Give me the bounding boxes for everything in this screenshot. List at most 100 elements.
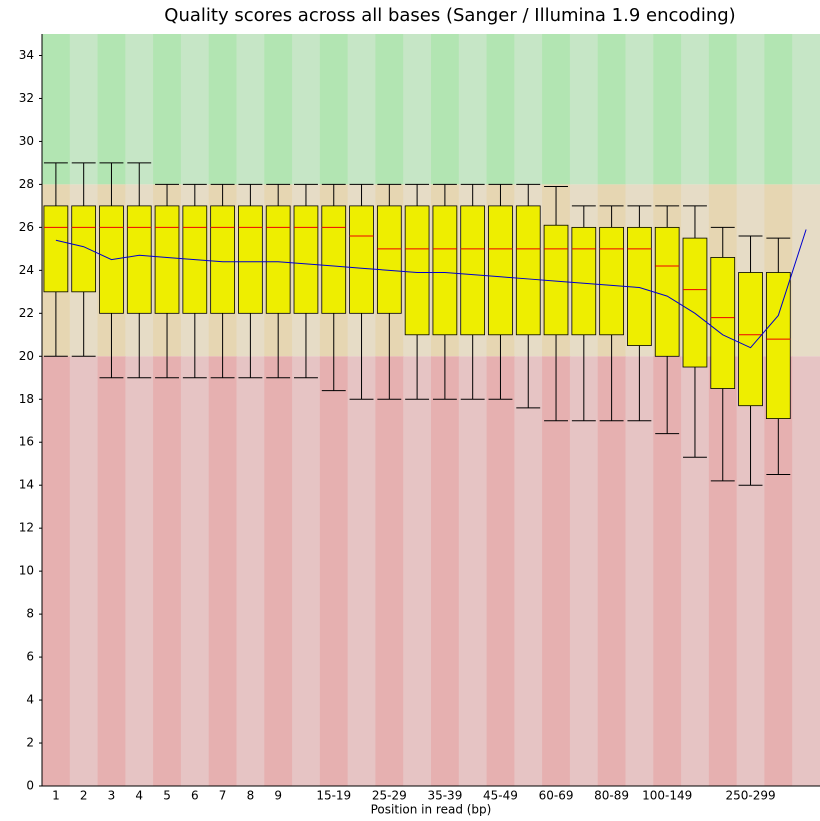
y-tick-label: 20 [19,349,34,363]
quality-zone [542,34,571,185]
y-tick-label: 16 [19,435,34,449]
box [460,205,486,336]
quality-zone [69,356,99,786]
y-tick-label: 6 [26,650,34,664]
quality-zone [236,34,265,185]
x-tick-label: 15-19 [316,789,351,803]
quality-zone [375,34,404,185]
x-tick-label: 2 [80,789,88,803]
quality-zone [208,356,237,786]
quality-zone [180,356,210,786]
x-tick-label: 1 [52,789,60,803]
quality-zone [764,34,793,185]
box [488,205,513,336]
quality-zone [792,34,820,185]
box [321,205,347,314]
quality-zone [125,34,154,185]
box [710,257,736,389]
box [571,226,597,336]
x-tick-label: 25-29 [372,789,407,803]
quality-zone [597,356,626,786]
box [238,205,263,314]
quality-zone [264,356,293,786]
y-tick-label: 18 [19,392,34,406]
box [210,205,235,314]
quality-zone [708,34,738,185]
mean-line [55,229,807,349]
background [42,34,820,786]
quality-zone [486,34,515,185]
quality-zone [292,34,321,185]
quality-zone [69,34,99,185]
x-tick-label: 250-299 [725,789,775,803]
box [126,205,152,314]
quality-zone [319,356,349,786]
y-tick-label: 14 [19,478,34,492]
quality-zone [431,34,460,185]
box [71,205,97,293]
x-tick-label: 7 [219,789,227,803]
box [432,205,458,336]
quality-zone [625,356,654,786]
quality-zone [514,356,543,786]
box [404,205,430,336]
box [376,205,402,314]
quality-zone [180,34,210,185]
quality-zone [625,34,654,185]
chart-title: Quality scores across all bases (Sanger … [164,5,735,26]
quality-zone [792,356,820,786]
y-tick-label: 10 [19,564,34,578]
quality-zone [208,34,237,185]
box [682,237,708,368]
x-tick-label: 6 [191,789,199,803]
y-tick-label: 4 [26,693,34,707]
quality-zone [375,356,404,786]
x-tick-label: 100-149 [642,789,692,803]
quality-zone [653,34,682,185]
quality-zone [153,34,182,185]
box [738,272,763,407]
quality-zone [542,356,571,786]
quality-zone [97,356,126,786]
x-axis-label: Position in read (bp) [371,803,492,817]
x-tick-label: 45-49 [483,789,518,803]
y-tick-label: 28 [19,177,34,191]
y-tick-label: 12 [19,521,34,535]
quality-zone [153,356,182,786]
y-tick-label: 8 [26,607,34,621]
x-tick-label: 4 [135,789,143,803]
box [265,205,291,314]
quality-zone [319,34,349,185]
y-tick-label: 26 [19,220,34,234]
quality-zone [792,184,820,357]
y-tick-label: 2 [26,736,34,750]
quality-zone [569,356,599,786]
quality-zone [681,34,710,185]
quality-zone [125,356,154,786]
x-tick-label: 3 [108,789,116,803]
x-tick-label: 5 [163,789,171,803]
quality-zone [458,356,488,786]
x-tick-label: 60-69 [539,789,574,803]
y-tick-label: 22 [19,306,34,320]
box [154,205,180,314]
quality-zone [597,34,626,185]
quality-zone [569,34,599,185]
box [599,226,624,336]
quality-zone [236,356,265,786]
quality-zone [42,34,71,185]
quality-zone [486,356,515,786]
box [654,226,680,357]
quality-zone [458,34,488,185]
y-tick-label: 32 [19,91,34,105]
quality-zone [292,356,321,786]
box [293,205,319,314]
quality-zone [347,356,376,786]
quality-zone [97,34,126,185]
quality-zone [431,356,460,786]
quality-zone [347,34,376,185]
x-tick-label: 35-39 [427,789,462,803]
x-tick-label: 80-89 [594,789,629,803]
